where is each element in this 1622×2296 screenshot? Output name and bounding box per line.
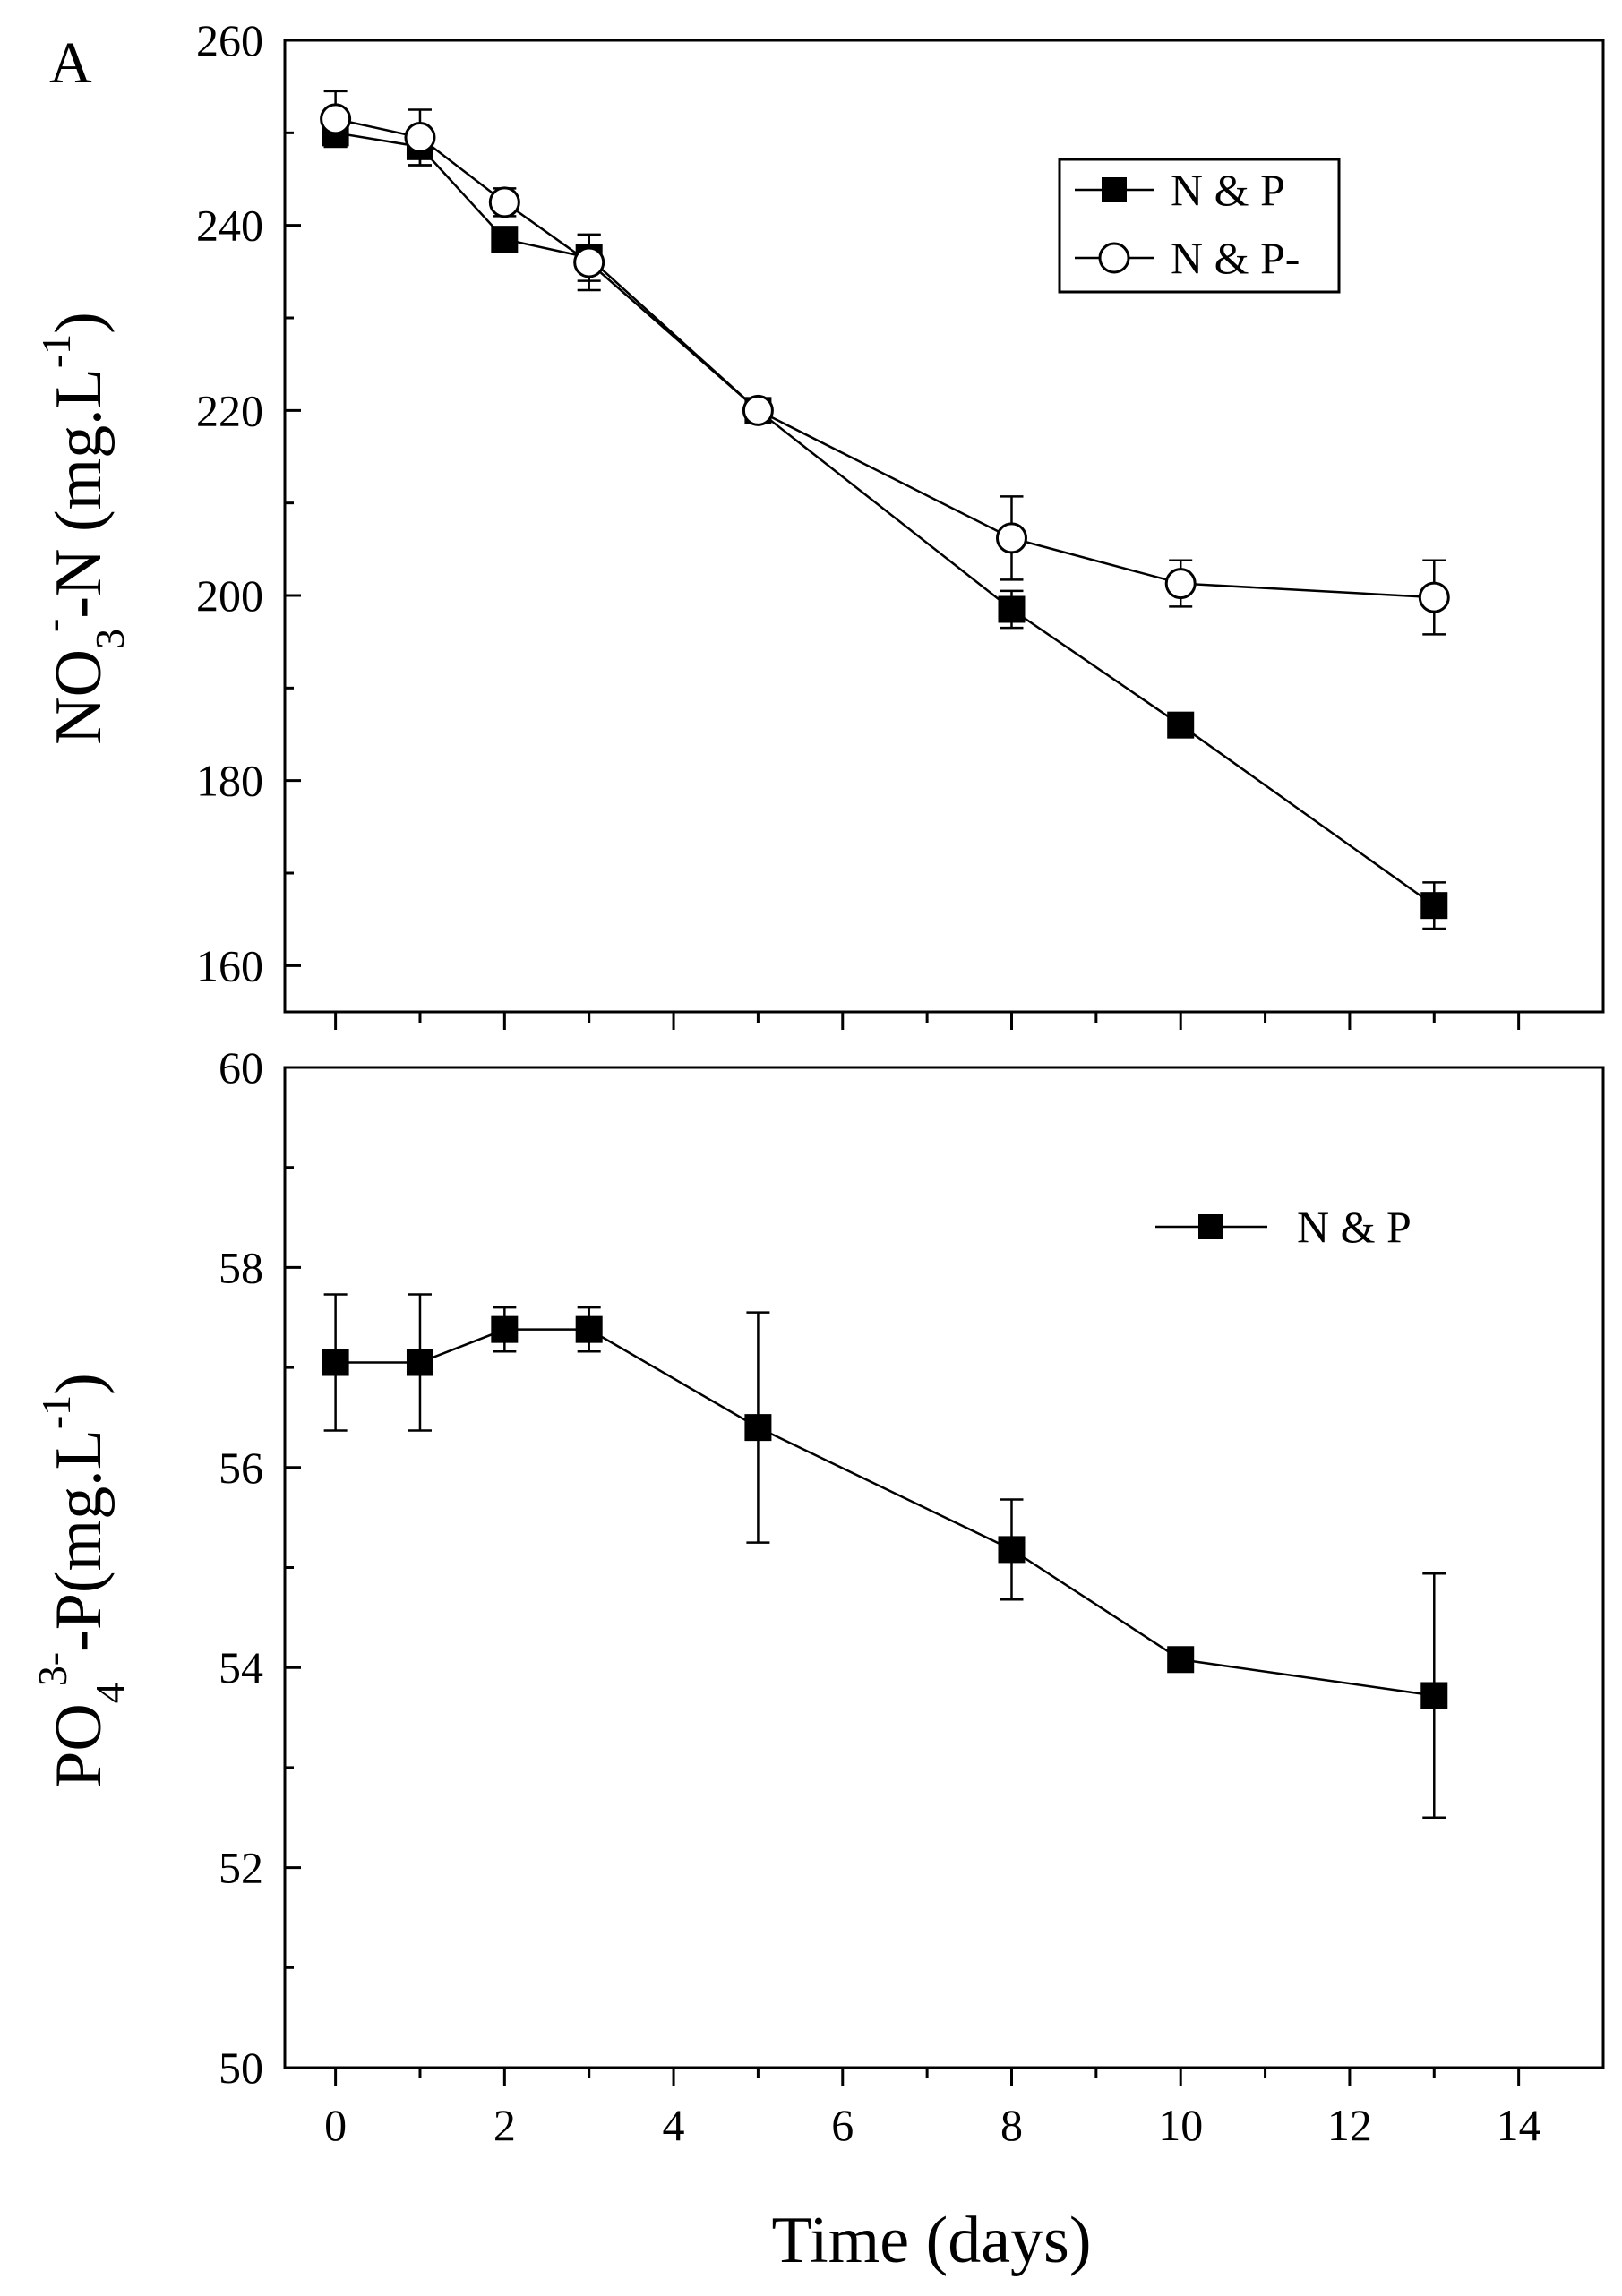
bottom-series-line-n-p (335, 1328, 1435, 1697)
x-axis-title: Time (days) (772, 2204, 1092, 2277)
bottom-point-n-p (406, 1349, 433, 1376)
bottom-y-axis-title: PO43--P(mg.L-1) (30, 1373, 133, 1788)
top-y-tick-label: 200 (196, 570, 263, 621)
top-series-line-n-p-minus (335, 117, 1435, 599)
bottom-point-n-p (1167, 1646, 1195, 1674)
bottom-y-tick-label: 58 (219, 1242, 263, 1292)
top-y-tick-label: 160 (196, 940, 263, 990)
x-tick-label: 10 (1158, 2100, 1203, 2150)
bottom-panel: 50 52 54 56 58 60 N & P PO43--P(mg.L-1) (30, 1042, 1605, 2093)
bottom-y-tick-label: 54 (219, 1642, 263, 1692)
top-point-n-p-minus (488, 186, 520, 218)
x-axis: 0 2 4 6 8 10 12 14 (324, 2100, 1541, 2150)
bottom-y-tick-label: 56 (219, 1443, 263, 1493)
top-point-n-p (998, 595, 1026, 623)
x-tick-label: 0 (324, 2100, 347, 2150)
top-y-axis-title: NO3--N (mg.L-1) (30, 312, 133, 745)
bottom-point-n-p (998, 1536, 1026, 1564)
top-point-n-p (1420, 892, 1448, 920)
top-point-n-p-minus (742, 394, 774, 426)
top-plot-frame (283, 39, 1605, 1014)
bottom-point-n-p (744, 1414, 772, 1442)
top-point-n-p-minus (320, 103, 352, 135)
top-point-n-p-minus (995, 522, 1027, 554)
top-point-n-p-minus (573, 246, 605, 278)
legend-label-n-p: N & P (1171, 165, 1285, 215)
top-panel: 160 180 200 220 240 260 N & P N & P- NO3--N (… (30, 15, 1605, 1030)
legend-marker-n-p-minus (1098, 242, 1130, 274)
bottom-point-n-p (1420, 1682, 1448, 1709)
top-y-tick-label: 260 (196, 15, 263, 65)
panel-label: A (49, 30, 92, 96)
bottom-y-tick-label: 52 (219, 1843, 263, 1893)
top-y-tick-label: 220 (196, 385, 263, 435)
x-tick-label: 6 (831, 2100, 854, 2150)
top-y-tick-label: 240 (196, 201, 263, 251)
top-point-n-p-minus (1164, 568, 1197, 600)
top-point-n-p (491, 226, 519, 253)
top-point-n-p-minus (404, 122, 436, 153)
x-tick-label: 12 (1327, 2100, 1372, 2150)
legend-marker-n-p (1102, 177, 1127, 202)
bottom-y-tick-label: 60 (219, 1042, 263, 1092)
x-tick-label: 8 (1000, 2100, 1023, 2150)
top-point-n-p-minus (1418, 581, 1450, 613)
bottom-y-tick-label: 50 (219, 2043, 263, 2093)
bottom-point-n-p (491, 1315, 519, 1343)
x-tick-label: 14 (1497, 2100, 1541, 2150)
bottom-point-n-p (322, 1349, 349, 1376)
x-tick-label: 4 (663, 2100, 685, 2150)
legend-label-n-p-bottom: N & P (1297, 1202, 1412, 1252)
x-tick-label: 2 (493, 2100, 516, 2150)
bottom-legend: N & P (1155, 1202, 1412, 1252)
top-point-n-p (1167, 711, 1195, 739)
top-y-tick-label: 180 (196, 756, 263, 806)
top-series-line-n-p (335, 132, 1436, 907)
top-legend: N & P N & P- (1058, 158, 1341, 294)
legend-marker-n-p-bottom (1198, 1214, 1223, 1239)
bottom-point-n-p (575, 1315, 603, 1343)
legend-label-n-p-minus: N & P- (1171, 233, 1300, 283)
